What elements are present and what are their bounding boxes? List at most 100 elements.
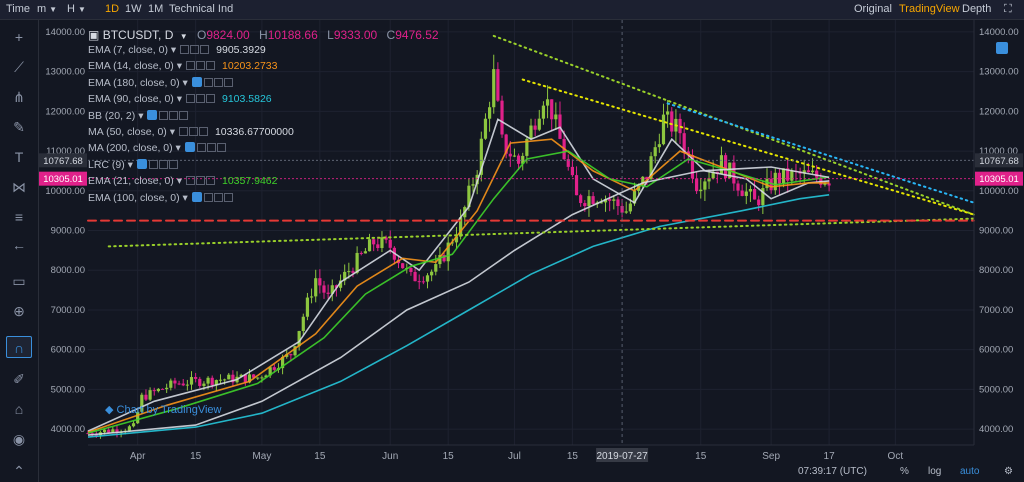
- interval-technical-ind[interactable]: Technical Ind: [169, 3, 234, 15]
- symbol-label[interactable]: BTCUSDT, D: [102, 28, 174, 42]
- hide-icon[interactable]: [195, 61, 205, 71]
- interval-1m[interactable]: 1M: [148, 3, 164, 15]
- remove-icon[interactable]: [200, 45, 210, 54]
- hide-icon[interactable]: [158, 159, 168, 169]
- y-tick-label-left: 5000.00: [51, 384, 85, 395]
- view-depth[interactable]: Depth: [962, 3, 992, 15]
- auto-toggle[interactable]: auto: [960, 466, 980, 477]
- settings-icon[interactable]: [196, 143, 206, 153]
- legend-row[interactable]: EMA (90, close, 0) ▾ 9103.5826: [88, 92, 272, 107]
- settings-icon[interactable]: [185, 94, 195, 104]
- eye-icon[interactable]: ◉: [12, 431, 26, 447]
- remove-icon[interactable]: [205, 176, 215, 186]
- settings-icon[interactable]: [180, 45, 190, 54]
- remove-icon[interactable]: [198, 127, 208, 136]
- settings-icon[interactable]: [148, 159, 158, 169]
- pattern-icon[interactable]: ⋈: [12, 179, 26, 195]
- settings-gear-icon[interactable]: ⚙: [1004, 466, 1013, 477]
- legend-row[interactable]: EMA (14, close, 0) ▾ 10203.2733: [88, 59, 277, 74]
- remove-icon[interactable]: [223, 77, 233, 87]
- settings-icon[interactable]: [178, 127, 188, 136]
- fib-icon[interactable]: ≡: [14, 209, 24, 225]
- indicator-name[interactable]: EMA (14, close, 0) ▾: [88, 60, 182, 73]
- settings-icon[interactable]: [203, 77, 213, 87]
- remove-icon[interactable]: [216, 143, 226, 153]
- y-tick-label-right: 8000.00: [979, 265, 1013, 276]
- candle-body: [169, 380, 173, 388]
- zoom-icon[interactable]: ⊕: [13, 303, 25, 319]
- legend-row[interactable]: MA (200, close, 0) ▾: [88, 141, 227, 156]
- remove-icon[interactable]: [179, 110, 189, 120]
- brush-icon[interactable]: ✎: [13, 119, 25, 135]
- visibility-eye-icon[interactable]: [191, 191, 202, 202]
- remove-icon[interactable]: [168, 159, 178, 169]
- indicator-name[interactable]: MA (50, close, 0) ▾: [88, 126, 175, 138]
- candle-body: [541, 105, 546, 119]
- indicator-name[interactable]: MA (200, close, 0) ▾: [88, 142, 181, 155]
- view-tradingview[interactable]: TradingView: [899, 3, 960, 15]
- hide-icon[interactable]: [169, 110, 179, 120]
- remove-icon[interactable]: [205, 94, 215, 104]
- back-arrow-icon[interactable]: ←: [12, 237, 26, 253]
- hide-icon[interactable]: [195, 176, 205, 186]
- interval-1w[interactable]: 1W: [125, 3, 142, 15]
- candle-body: [264, 375, 268, 378]
- legend-row[interactable]: EMA (100, close, 0) ▾: [88, 191, 234, 206]
- candle-body: [525, 138, 529, 156]
- indicator-name[interactable]: EMA (21, close, 0) ▾: [88, 175, 182, 188]
- visibility-eye-icon[interactable]: [147, 109, 158, 120]
- visibility-eye-icon[interactable]: [184, 142, 195, 153]
- candle-body: [512, 155, 517, 157]
- interval-m[interactable]: m ▼: [37, 3, 58, 15]
- hide-icon[interactable]: [213, 192, 223, 202]
- lock-icon[interactable]: ⌂: [14, 401, 24, 417]
- hide-icon[interactable]: [206, 143, 216, 153]
- visibility-eye-icon[interactable]: [191, 76, 202, 87]
- legend-row[interactable]: LRC (9) ▾: [88, 158, 179, 173]
- candle-body: [479, 138, 483, 175]
- text-icon[interactable]: T: [14, 149, 24, 165]
- fork-icon[interactable]: ⋔: [13, 89, 25, 105]
- ruler-icon[interactable]: ▭: [12, 273, 26, 289]
- indicator-name[interactable]: EMA (90, close, 0) ▾: [88, 93, 182, 106]
- collapse-icon[interactable]: ⌃: [13, 463, 25, 479]
- indicator-name[interactable]: LRC (9) ▾: [88, 158, 133, 171]
- legend-row[interactable]: EMA (7, close, 0) ▾ 9905.3929: [88, 43, 266, 58]
- interval-time[interactable]: Time: [6, 3, 31, 15]
- remove-icon[interactable]: [205, 61, 215, 71]
- magnet-icon[interactable]: ∩: [6, 336, 32, 358]
- fullscreen-icon[interactable]: ⛶: [1004, 3, 1012, 15]
- interval-1d[interactable]: 1D: [105, 3, 120, 15]
- settings-icon[interactable]: [185, 176, 195, 186]
- drawing-toolbar: + ⟋ ⋔ ✎ T ⋈ ≡ ← ▭ ⊕ ∩ ✐ ⌂ ◉ ⌃: [0, 20, 39, 482]
- view-original[interactable]: Original: [854, 3, 892, 15]
- trendline-icon[interactable]: ⟋: [14, 59, 24, 75]
- legend-row[interactable]: MA (50, close, 0) ▾ 10336.67700000: [88, 125, 294, 140]
- tradingview-watermark[interactable]: ◆ Chart by TradingView: [105, 404, 222, 416]
- settings-icon[interactable]: [185, 61, 195, 71]
- hide-icon[interactable]: [213, 77, 223, 87]
- x-tick-label: Jul: [508, 451, 521, 462]
- price-chart[interactable]: 4000.00 4000.00 5000.00 5000.00 6000.00 6000.…: [39, 20, 1024, 464]
- remove-icon[interactable]: [223, 192, 233, 202]
- hide-icon[interactable]: [190, 45, 200, 54]
- settings-icon[interactable]: [159, 110, 169, 120]
- legend-row[interactable]: EMA (180, close, 0) ▾: [88, 76, 234, 91]
- crosshair-icon[interactable]: +: [14, 29, 24, 45]
- candle-body: [227, 374, 231, 380]
- indicator-name[interactable]: EMA (180, close, 0) ▾: [88, 76, 188, 89]
- lock-drawing-icon[interactable]: ✐: [13, 371, 25, 387]
- indicator-name[interactable]: EMA (7, close, 0) ▾: [88, 44, 177, 56]
- legend-row[interactable]: EMA (21, close, 0) ▾ 10357.9462: [88, 174, 277, 189]
- legend-row[interactable]: BB (20, 2) ▾: [88, 109, 189, 124]
- percent-toggle[interactable]: %: [900, 466, 909, 477]
- log-toggle[interactable]: log: [928, 466, 942, 477]
- visibility-eye-icon[interactable]: [136, 158, 147, 169]
- hide-icon[interactable]: [195, 94, 205, 104]
- chart-settings-icon[interactable]: ▣: [88, 28, 100, 42]
- settings-icon[interactable]: [203, 192, 213, 202]
- indicator-name[interactable]: BB (20, 2) ▾: [88, 109, 144, 122]
- interval-h[interactable]: H ▼: [67, 3, 86, 15]
- hide-icon[interactable]: [188, 127, 198, 136]
- indicator-name[interactable]: EMA (100, close, 0) ▾: [88, 191, 188, 204]
